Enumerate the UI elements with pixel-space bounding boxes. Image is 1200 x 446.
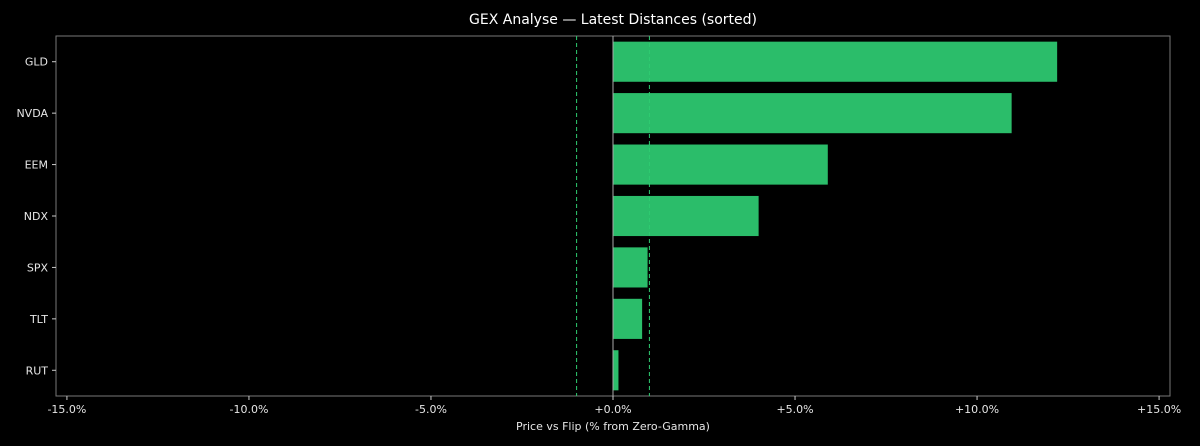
plot-area: GLD NVDA EEM NDX SPX TLT RUT -15.0% -10.0% -5.0%… (16, 35, 1181, 416)
bar-ndx (613, 195, 759, 237)
bar-gld (613, 41, 1058, 82)
y-tick-label: GLD (25, 56, 48, 69)
y-tick-label: EEM (25, 159, 48, 172)
y-axis-ticks: GLD NVDA EEM NDX SPX TLT RUT (16, 56, 56, 377)
bar-nvda (613, 93, 1012, 134)
x-tick-label: -5.0% (415, 403, 447, 416)
y-tick-label: SPX (27, 261, 49, 274)
y-tick-label: TLT (29, 313, 48, 326)
y-tick-label: NVDA (16, 107, 48, 120)
chart-title: GEX Analyse — Latest Distances (sorted) (469, 12, 757, 28)
x-axis-ticks: -15.0% -10.0% -5.0% +0.0% +5.0% +10.0% +15.0% (47, 396, 1181, 416)
bar-spx (613, 247, 648, 288)
x-tick-label: +5.0% (776, 403, 813, 416)
bars-group (613, 41, 1058, 391)
bar-eem (613, 144, 828, 185)
reference-lines (576, 36, 650, 396)
x-tick-label: +10.0% (955, 403, 999, 416)
y-tick-label: RUT (26, 364, 49, 377)
bar-rut (613, 350, 619, 391)
y-tick-label: NDX (24, 210, 49, 223)
x-tick-label: -10.0% (229, 403, 268, 416)
x-tick-label: +15.0% (1137, 403, 1181, 416)
x-tick-label: -15.0% (47, 403, 86, 416)
x-tick-label: +0.0% (594, 403, 631, 416)
bar-tlt (613, 298, 643, 339)
x-axis-label: Price vs Flip (% from Zero-Gamma) (516, 420, 710, 433)
